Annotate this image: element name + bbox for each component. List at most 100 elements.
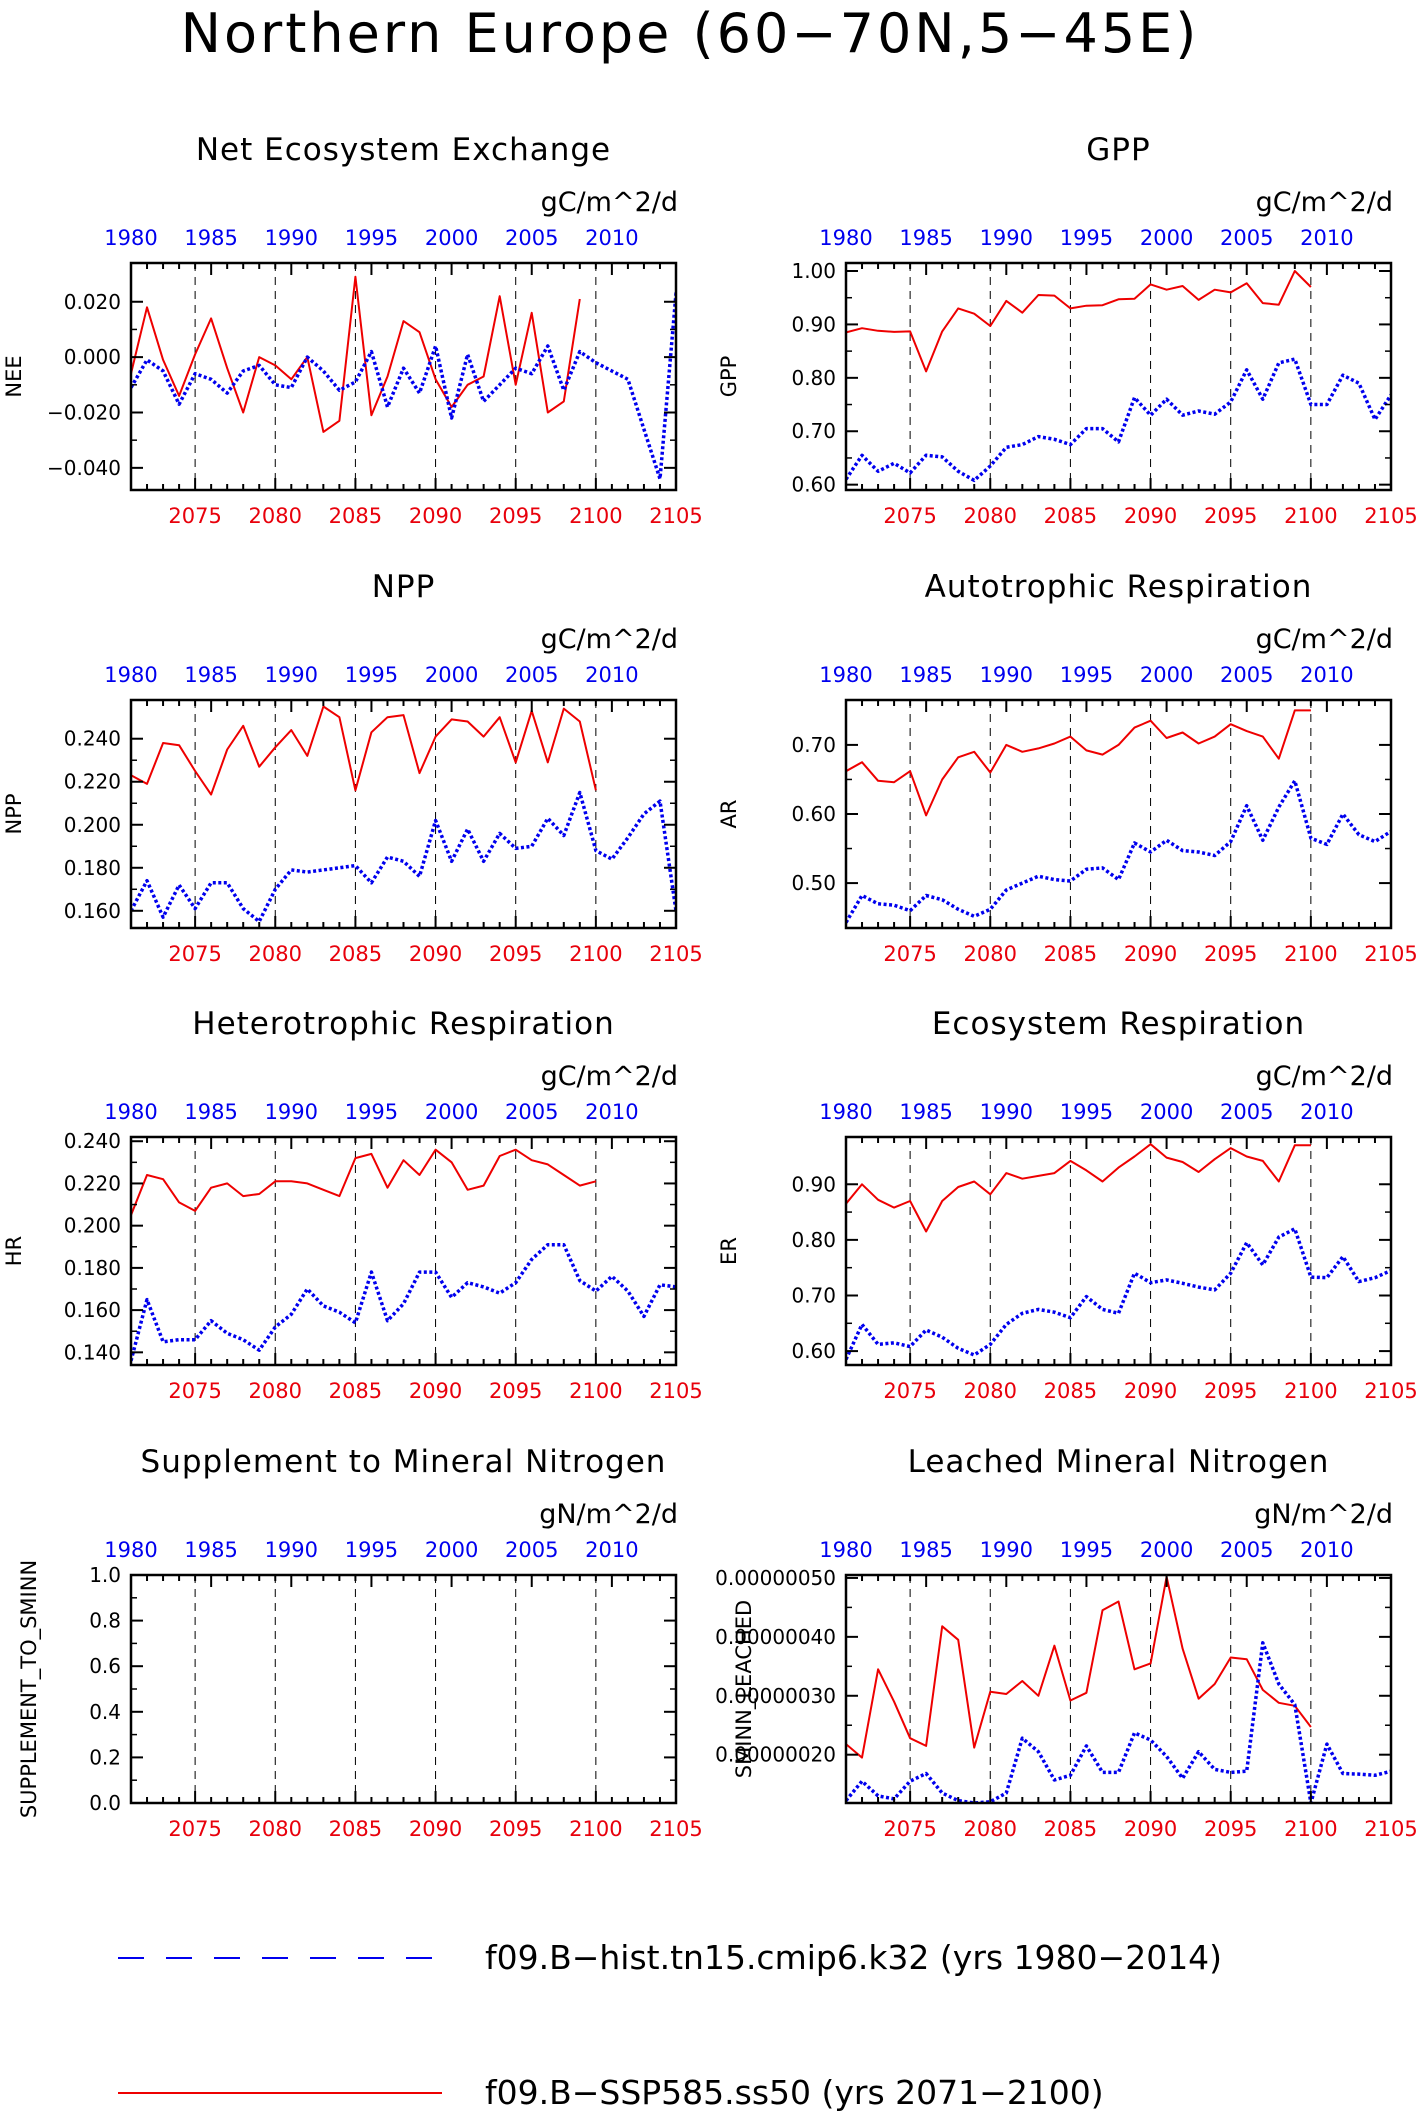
units-label: gC/m^2/d	[1256, 1061, 1393, 1092]
x-tick-label-top: 1990	[265, 1100, 318, 1124]
series-group	[131, 1148, 676, 1362]
y-tick-label: 0.6	[89, 1654, 121, 1678]
x-tick-label-bottom: 2080	[249, 504, 302, 528]
panel-title: Net Ecosystem Exchange	[196, 132, 611, 168]
y-tick-label: 0.00000040	[715, 1625, 836, 1649]
units-label: gN/m^2/d	[539, 1499, 678, 1530]
x-tick-label-bottom: 2085	[1044, 1817, 1097, 1841]
plot-frame	[129, 1135, 678, 1367]
y-tick-label: 0.140	[64, 1340, 121, 1364]
plot-frame	[129, 261, 678, 492]
panels: 2075 2080 2085 2090 2095 2100 2105 1980 1985 1990…	[2, 132, 1418, 1841]
series-group	[846, 1143, 1391, 1361]
units-label: gC/m^2/d	[1256, 624, 1393, 655]
y-tick-label: 1.0	[89, 1563, 121, 1587]
y-axis-label: SMINN_LEACHED	[732, 1600, 757, 1778]
series-line-ssp585	[846, 1575, 1312, 1759]
y-tick-label: −0.040	[47, 456, 121, 480]
series-line-hist	[846, 779, 1391, 924]
y-tick-label: 0.60	[791, 1339, 836, 1363]
units-label: gC/m^2/d	[541, 1061, 678, 1092]
x-tick-label-top: 1990	[265, 226, 318, 250]
x-tick-label-bottom: 2105	[1364, 504, 1417, 528]
x-tick-label-top: 2005	[1220, 1538, 1273, 1562]
y-tick-label: 0.70	[791, 733, 836, 757]
y-tick-label: 0.240	[64, 727, 121, 751]
series-line-hist	[131, 1242, 676, 1362]
x-tick-label-bottom: 2095	[1204, 942, 1257, 966]
x-tick-label-bottom: 2100	[569, 504, 622, 528]
x-tick-label-bottom: 2105	[649, 1379, 702, 1403]
x-tick-label-top: 2010	[1300, 1538, 1353, 1562]
y-tick-label: 0.180	[64, 1256, 121, 1280]
x-tick-label-top: 2005	[505, 663, 558, 687]
y-tick-label: 0.50	[791, 871, 836, 895]
panel-title: Ecosystem Respiration	[932, 1006, 1305, 1042]
y-tick-label: 0.00000050	[715, 1566, 836, 1590]
y-tick-label: 0.80	[791, 366, 836, 390]
y-tick-label: 0.160	[64, 899, 121, 923]
x-tick-label-top: 2000	[1140, 1538, 1193, 1562]
chart-panel-2: 2075 2080 2085 2090 2095 2100 2105 1980 1985 1990…	[717, 132, 1418, 528]
chart-panel-4: 2075 2080 2085 2090 2095 2100 2105 1980 1985 1990…	[717, 569, 1418, 966]
x-tick-label-bottom: 2105	[649, 942, 702, 966]
x-tick-label-bottom: 2105	[1364, 942, 1417, 966]
x-tick-label-top: 2005	[1220, 226, 1273, 250]
series-group	[846, 270, 1391, 483]
x-tick-label-bottom: 2085	[329, 504, 382, 528]
series-group	[131, 275, 676, 481]
y-tick-label: 0.90	[791, 1172, 836, 1196]
y-tick-label: 0.80	[791, 1228, 836, 1252]
x-tick-label-bottom: 2100	[1284, 1379, 1337, 1403]
panel-title: Supplement to Mineral Nitrogen	[141, 1444, 667, 1480]
x-tick-label-top: 1980	[819, 663, 872, 687]
x-tick-label-top: 1980	[819, 1100, 872, 1124]
chart-panel-5: 2075 2080 2085 2090 2095 2100 2105 1980 1985 1990…	[2, 1006, 703, 1403]
x-tick-label-bottom: 2090	[409, 1817, 462, 1841]
y-tick-label: 0.8	[89, 1609, 121, 1633]
x-tick-label-top: 2000	[1140, 226, 1193, 250]
series-line-ssp585	[846, 1143, 1311, 1233]
y-tick-label: 0.00000020	[715, 1743, 836, 1767]
panel-title: Autotrophic Respiration	[925, 569, 1313, 605]
x-tick-label-bottom: 2080	[249, 1379, 302, 1403]
y-tick-label: 0.2	[89, 1745, 121, 1769]
x-tick-label-top: 1980	[104, 1538, 157, 1562]
units-label: gN/m^2/d	[1254, 1499, 1393, 1530]
y-axis-label: HR	[2, 1236, 26, 1266]
x-tick-label-bottom: 2095	[1204, 1379, 1257, 1403]
y-tick-label: 0.90	[791, 312, 836, 336]
units-label: gC/m^2/d	[541, 624, 678, 655]
x-tick-label-bottom: 2100	[569, 1379, 622, 1403]
series-line-ssp585	[131, 1148, 597, 1216]
x-tick-label-bottom: 2075	[883, 1817, 936, 1841]
x-tick-label-bottom: 2080	[249, 1817, 302, 1841]
x-tick-label-top: 2005	[1220, 663, 1273, 687]
x-tick-label-bottom: 2080	[964, 942, 1017, 966]
x-tick-label-top: 2000	[425, 1538, 478, 1562]
y-tick-label: 0.220	[64, 770, 121, 794]
x-tick-label-bottom: 2075	[883, 942, 936, 966]
x-tick-label-top: 1990	[265, 1538, 318, 1562]
x-tick-label-top: 1995	[1060, 1100, 1113, 1124]
series-line-hist	[846, 1227, 1391, 1361]
series-line-ssp585	[131, 705, 597, 796]
plot-frame	[129, 1573, 678, 1805]
y-axis-label: SUPPLEMENT_TO_SMINN	[17, 1560, 42, 1818]
x-tick-label-top: 1995	[345, 226, 398, 250]
x-tick-label-top: 2005	[505, 1100, 558, 1124]
y-axis-label: GPP	[717, 356, 741, 398]
panel-title: NPP	[372, 569, 436, 605]
series-group	[846, 1575, 1391, 1803]
x-tick-label-top: 1985	[899, 663, 952, 687]
x-tick-label-bottom: 2095	[489, 1379, 542, 1403]
panel-title: GPP	[1086, 132, 1150, 168]
x-tick-label-bottom: 2100	[1284, 504, 1337, 528]
y-tick-label: 0.160	[64, 1298, 121, 1322]
y-tick-label: 0.70	[791, 419, 836, 443]
panel-title: Leached Mineral Nitrogen	[908, 1444, 1330, 1480]
x-tick-label-top: 1985	[184, 226, 237, 250]
x-tick-label-top: 1985	[184, 1100, 237, 1124]
units-label: gC/m^2/d	[541, 187, 678, 218]
x-tick-label-top: 1995	[345, 1538, 398, 1562]
